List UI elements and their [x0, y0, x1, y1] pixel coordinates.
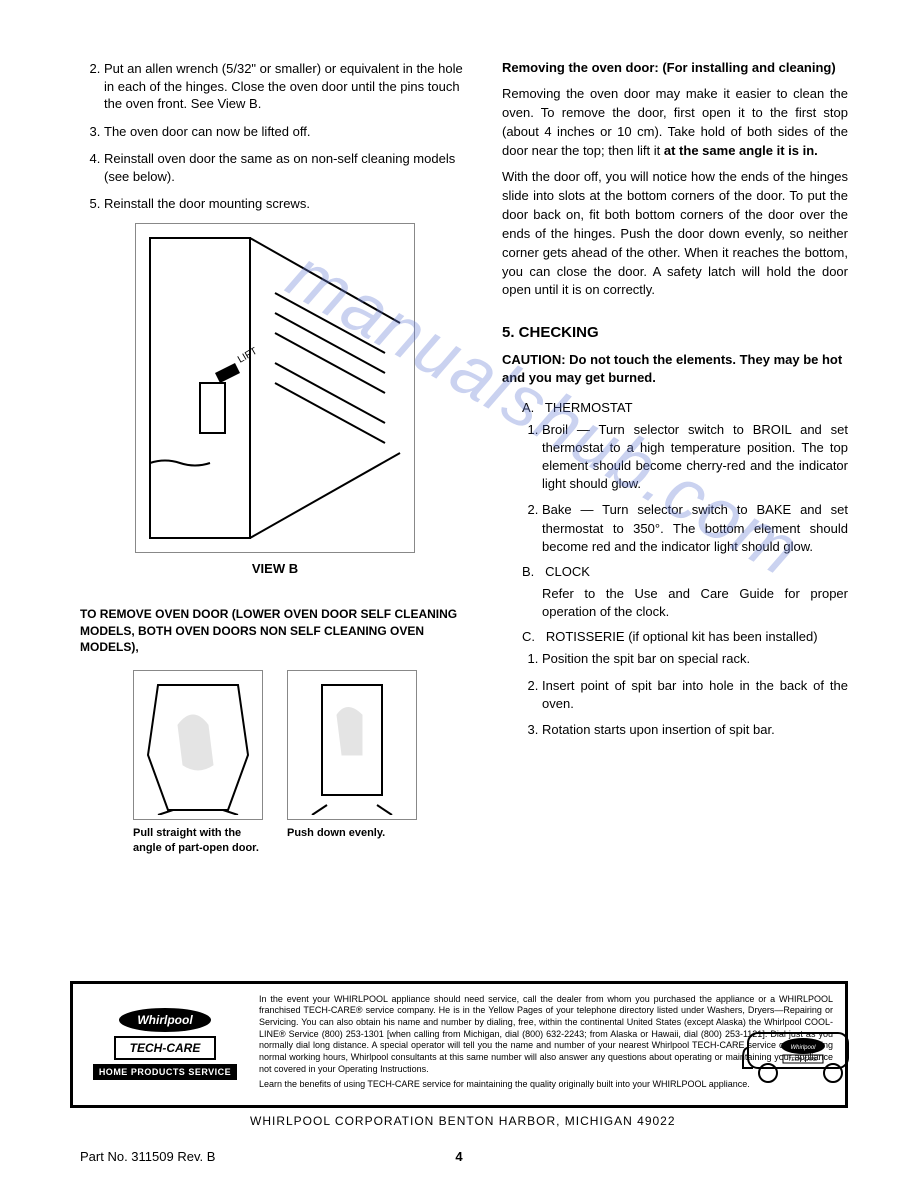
left-column: Put an allen wrench (5/32" or smaller) o…	[80, 60, 470, 855]
svg-text:LIFT: LIFT	[236, 346, 259, 366]
footer-box: Whirlpool TECH-CARE HOME PRODUCTS SERVIC…	[70, 981, 848, 1109]
b-para: Refer to the Use and Care Guide for prop…	[502, 585, 848, 621]
a-item-2: Bake — Turn selector switch to BAKE and …	[542, 501, 848, 556]
figure-push-img	[287, 670, 417, 820]
item-a: A. THERMOSTAT	[502, 400, 848, 415]
item-b: B. CLOCK	[502, 564, 848, 579]
svg-text:Whirlpool: Whirlpool	[790, 1045, 816, 1051]
a-item-1: Broil — Turn selector switch to BROIL an…	[542, 421, 848, 494]
figure-pull: Pull straight with the angle of part-ope…	[133, 670, 263, 855]
step-2: Put an allen wrench (5/32" or smaller) o…	[104, 60, 470, 113]
c-label: C.	[522, 629, 535, 644]
step-4: Reinstall oven door the same as on non-s…	[104, 150, 470, 185]
b-title: CLOCK	[545, 564, 590, 579]
techcare-badge: TECH-CARE	[114, 1036, 217, 1060]
part-number: Part No. 311509 Rev. B	[80, 1149, 215, 1164]
page-number: 4	[455, 1149, 462, 1164]
home-products-badge: HOME PRODUCTS SERVICE	[93, 1064, 237, 1080]
c-sublist: Position the spit bar on special rack. I…	[502, 650, 848, 739]
para-remove-2: With the door off, you will notice how t…	[502, 168, 848, 300]
two-figures-row: Pull straight with the angle of part-ope…	[80, 670, 470, 855]
step-5: Reinstall the door mounting screws.	[104, 195, 470, 213]
a-label: A.	[522, 400, 534, 415]
van-icon: Whirlpool TECH-CARE	[738, 1018, 868, 1088]
c-item-1: Position the spit bar on special rack.	[542, 650, 848, 668]
caption-pull: Pull straight with the angle of part-ope…	[133, 826, 263, 855]
c-item-2: Insert point of spit bar into hole in th…	[542, 677, 848, 713]
caption-push: Push down evenly.	[287, 826, 417, 840]
view-b-label: VIEW B	[80, 561, 470, 576]
caution-text: CAUTION: Do not touch the elements. They…	[502, 351, 848, 387]
figure-push: Push down evenly.	[287, 670, 417, 855]
step-3: The oven door can now be lifted off.	[104, 123, 470, 141]
footer: Whirlpool TECH-CARE HOME PRODUCTS SERVIC…	[70, 981, 848, 1129]
removing-door-heading: Removing the oven door: (For installing …	[502, 60, 848, 75]
right-column: Removing the oven door: (For installing …	[502, 60, 848, 855]
a-title: THERMOSTAT	[545, 400, 633, 415]
remove-door-heading: TO REMOVE OVEN DOOR (LOWER OVEN DOOR SEL…	[80, 606, 470, 656]
item-c: C. ROTISSERIE (if optional kit has been …	[502, 629, 848, 644]
para1-bold: at the same angle it is in.	[664, 143, 818, 158]
corporation-line: WHIRLPOOL CORPORATION BENTON HARBOR, MIC…	[70, 1114, 848, 1128]
figure-pull-img	[133, 670, 263, 820]
c-item-3: Rotation starts upon insertion of spit b…	[542, 721, 848, 739]
whirlpool-badge: Whirlpool	[119, 1008, 210, 1032]
section-5-title: 5. CHECKING	[502, 324, 848, 341]
b-label: B.	[522, 564, 534, 579]
view-b-figure: LIFT	[135, 223, 415, 553]
badge-stack: Whirlpool TECH-CARE HOME PRODUCTS SERVIC…	[85, 1008, 245, 1080]
steps-list: Put an allen wrench (5/32" or smaller) o…	[80, 60, 470, 213]
a-sublist: Broil — Turn selector switch to BROIL an…	[502, 421, 848, 556]
c-title: ROTISSERIE (if optional kit has been ins…	[546, 629, 818, 644]
hinge-diagram-svg: LIFT	[145, 233, 405, 543]
svg-text:TECH-CARE: TECH-CARE	[788, 1057, 818, 1063]
para-remove-1: Removing the oven door may make it easie…	[502, 85, 848, 160]
main-columns: Put an allen wrench (5/32" or smaller) o…	[80, 60, 848, 855]
